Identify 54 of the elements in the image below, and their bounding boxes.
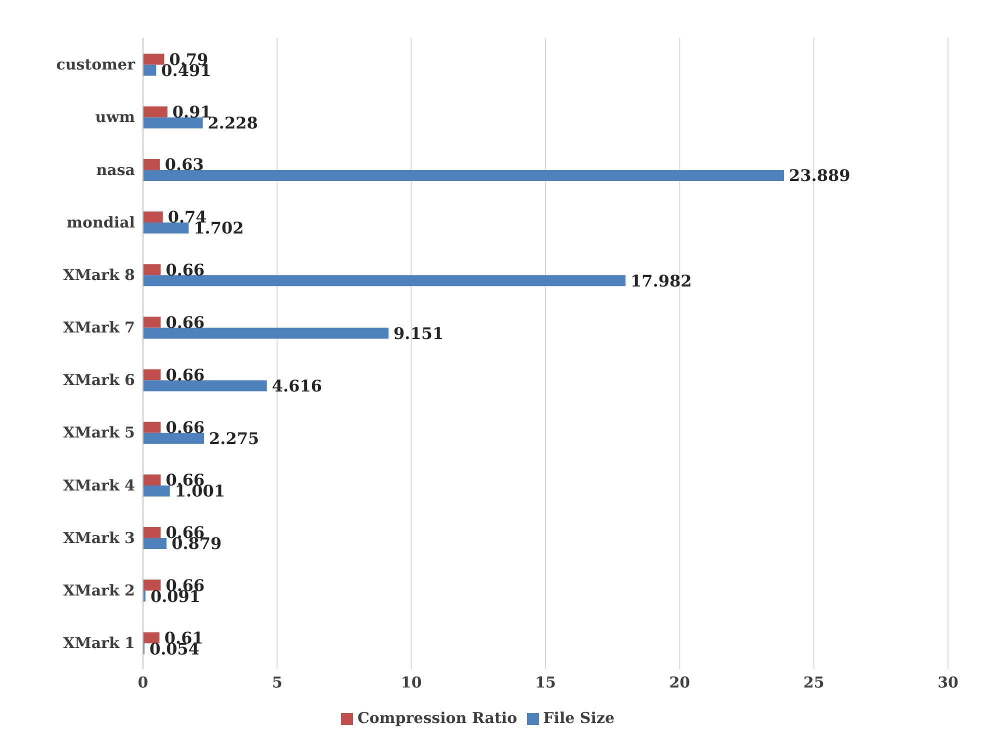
y-tick-label: customer: [56, 56, 136, 74]
data-label: 0.66: [166, 312, 205, 332]
data-label: 2.228: [208, 114, 258, 133]
x-tick-label: 30: [938, 674, 958, 692]
bar: [143, 222, 189, 234]
y-tick-label: XMark 2: [63, 581, 135, 600]
data-label: 4.616: [272, 376, 322, 396]
x-tick-label: 0: [138, 674, 148, 692]
bar: [143, 170, 784, 181]
y-tick-label: XMark 6: [63, 371, 135, 390]
bar: [143, 485, 170, 496]
data-label: 17.982: [630, 271, 692, 290]
bar: [143, 64, 156, 76]
y-tick-label: XMark 5: [63, 424, 135, 442]
bar: [143, 275, 626, 286]
y-tick-label: XMark 3: [63, 528, 135, 547]
bar: [143, 474, 161, 486]
bar: [143, 316, 161, 328]
bar: [143, 106, 168, 118]
bar: [143, 527, 161, 538]
bar: [143, 54, 164, 65]
x-tick-label: 20: [669, 674, 690, 692]
x-tick-label: 10: [400, 674, 422, 692]
bar: [143, 264, 161, 276]
bar: [143, 328, 389, 339]
bar: [143, 369, 161, 380]
data-label: 0.66: [166, 418, 205, 438]
y-tick-label: uwm: [95, 108, 136, 126]
bar: [143, 432, 204, 444]
bar: [143, 580, 161, 591]
data-label: 0.66: [166, 365, 205, 384]
bar: [143, 158, 160, 170]
bar: [143, 212, 163, 223]
y-tick-label: mondial: [66, 213, 136, 232]
x-tick-label: 25: [803, 674, 824, 692]
data-label: 0.66: [166, 260, 205, 280]
x-tick-label: 5: [272, 674, 282, 692]
x-tick-label: 15: [535, 674, 556, 692]
bar: [143, 538, 167, 550]
y-tick-label: XMark 4: [63, 476, 135, 494]
data-label: 9.151: [394, 324, 444, 343]
data-label: 2.275: [209, 429, 260, 448]
bar: [143, 632, 160, 644]
legend-label: Compression Ratio: [357, 709, 518, 727]
y-tick-label: nasa: [96, 160, 136, 179]
y-tick-label: XMark 7: [63, 318, 135, 337]
legend-label: File Size: [543, 709, 615, 727]
bar: [143, 117, 203, 128]
bar: [143, 380, 267, 392]
bar: [143, 422, 161, 433]
data-label: 0.63: [164, 155, 204, 174]
y-tick-label: XMark 8: [63, 266, 135, 284]
data-label: 23.889: [789, 166, 850, 186]
y-tick-label: XMark 1: [63, 634, 135, 652]
